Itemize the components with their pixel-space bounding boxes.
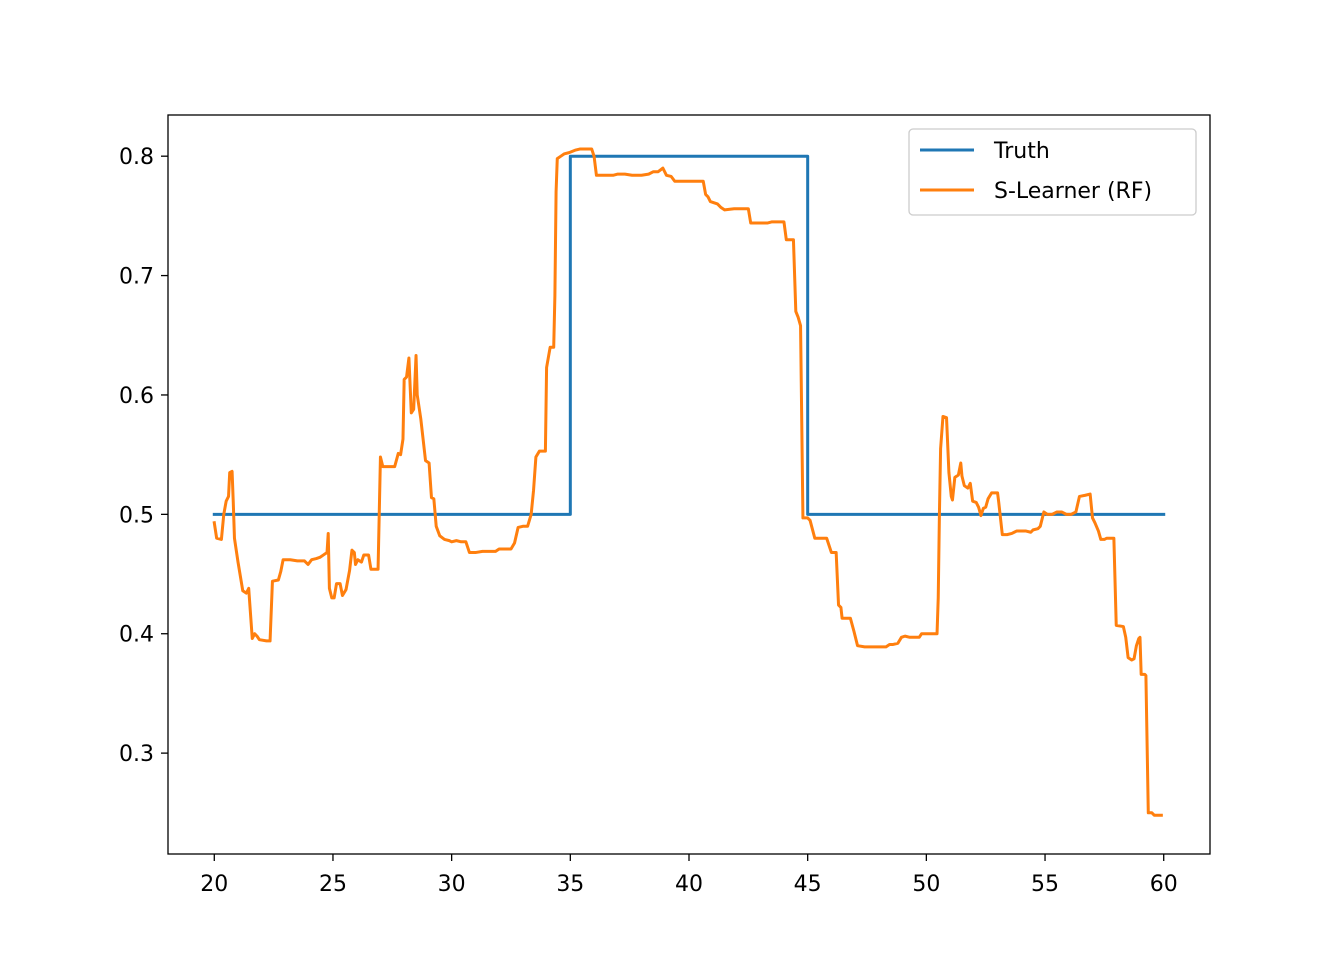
- y-tick-label: 0.6: [119, 384, 154, 409]
- y-tick-label: 0.3: [119, 742, 154, 767]
- x-tick-label: 50: [912, 872, 940, 897]
- x-tick-label: 45: [794, 872, 822, 897]
- series-line-truth: [212, 154, 1166, 516]
- x-tick-label: 30: [438, 872, 466, 897]
- x-tick-label: 40: [675, 872, 703, 897]
- axes-background: [168, 115, 1210, 854]
- legend-label: S-Learner (RF): [994, 179, 1152, 204]
- x-tick-label: 20: [200, 872, 228, 897]
- series-line-s-learner-rf: [212, 147, 1163, 817]
- y-tick-label: 0.7: [119, 265, 154, 290]
- x-tick-label: 55: [1031, 872, 1059, 897]
- legend-label: Truth: [993, 139, 1050, 164]
- y-tick-label: 0.8: [119, 145, 154, 170]
- x-axis: 20 25 30 35 40 45 50 55 60: [200, 854, 1178, 897]
- legend: Truth S-Learner (RF): [908, 128, 1197, 216]
- y-tick-label: 0.5: [119, 503, 154, 528]
- series-layer: [212, 147, 1166, 817]
- x-tick-label: 25: [319, 872, 347, 897]
- y-axis: 0.3 0.4 0.5 0.6 0.7 0.8: [119, 145, 168, 767]
- legend-box: [908, 128, 1197, 216]
- x-tick-label: 35: [556, 872, 584, 897]
- y-tick-label: 0.4: [119, 623, 154, 648]
- plot-area: [167, 114, 1211, 855]
- x-tick-label: 60: [1150, 872, 1178, 897]
